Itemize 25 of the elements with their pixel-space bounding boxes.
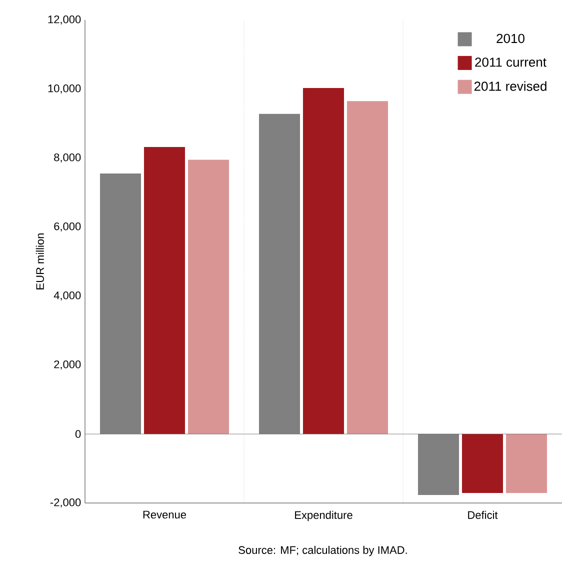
bar bbox=[418, 434, 459, 496]
y-tick-label: 2,000 bbox=[54, 360, 81, 370]
y-tick-label: 6,000 bbox=[54, 222, 81, 232]
y-tick-label: -2,000 bbox=[50, 498, 81, 508]
bar bbox=[188, 160, 229, 434]
y-tick-label: 12,000 bbox=[48, 15, 81, 25]
bar bbox=[258, 114, 300, 434]
bar bbox=[302, 88, 344, 434]
x-tick-label: Deficit bbox=[468, 510, 498, 519]
legend-label: 2011 current bbox=[475, 58, 546, 67]
y-tick-label: 4,000 bbox=[54, 291, 81, 301]
source-note: Source: MF; calculations by IMAD. bbox=[238, 546, 407, 556]
legend-label: 2011 revised bbox=[474, 81, 546, 91]
legend-label: 2010 bbox=[496, 34, 524, 44]
x-tick-label: Expenditure bbox=[294, 510, 352, 522]
bar bbox=[144, 146, 185, 434]
x-tick-label: Revenue bbox=[143, 510, 186, 519]
bar bbox=[100, 174, 141, 434]
y-tick-label: 8,000 bbox=[54, 153, 81, 163]
y-tick-label: 10,000 bbox=[48, 84, 81, 94]
y-axis-title: EUR million bbox=[36, 234, 44, 290]
bar bbox=[462, 434, 503, 493]
bar bbox=[346, 101, 388, 434]
y-tick-label: 0 bbox=[75, 430, 81, 438]
bar bbox=[506, 434, 547, 493]
